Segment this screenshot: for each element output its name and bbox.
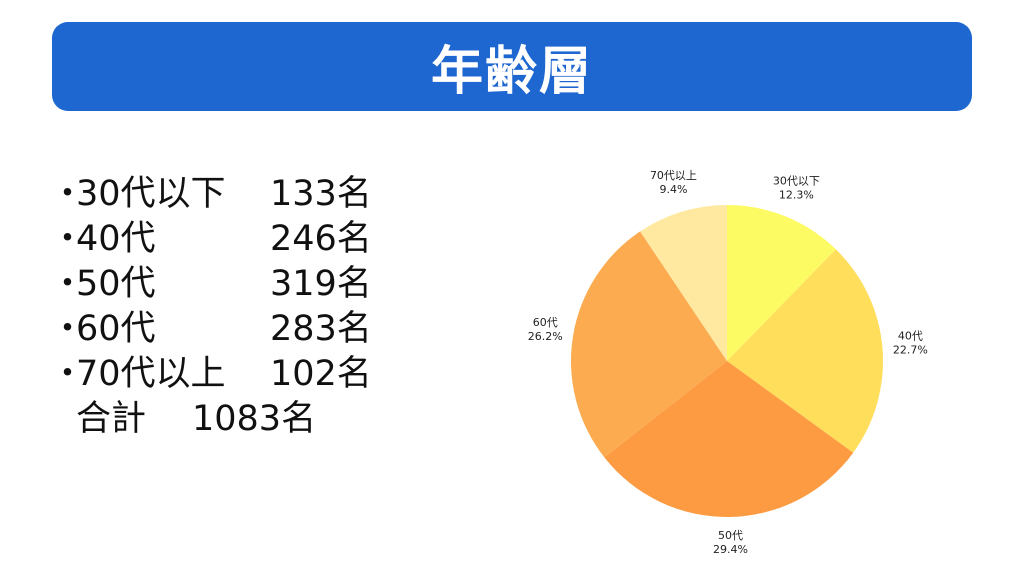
pie-slice — [604, 361, 854, 517]
slice-label: 30代以下 12.3% — [773, 175, 820, 202]
list-item-count: 246名 — [270, 219, 372, 259]
list-item-label: 50代 — [76, 264, 156, 304]
list-item-count: 283名 — [270, 309, 372, 349]
list-item-count: 102名 — [270, 354, 372, 394]
list-item-label: 70代以上 — [76, 354, 226, 394]
pie-slice — [727, 205, 836, 361]
list-item-label: 30代以下 — [76, 174, 226, 214]
page-title: 年齢層 — [430, 42, 593, 102]
pie-slice — [727, 249, 883, 453]
list-item-label: 60代 — [76, 309, 156, 349]
list-item-label: 40代 — [76, 219, 156, 259]
pie-slice — [571, 231, 727, 458]
title-banner: 年齢層 — [52, 22, 972, 111]
total-label: 合計 — [76, 399, 147, 439]
slice-label: 70代以上 9.4% — [650, 169, 697, 196]
slice-label: 50代 29.4% — [713, 529, 748, 556]
pie-slice — [640, 205, 727, 361]
slice-label: 60代 26.2% — [528, 316, 563, 343]
list-item-count: 319名 — [270, 264, 372, 304]
total-value: 1083名 — [192, 399, 317, 439]
list-item-count: 133名 — [270, 174, 372, 214]
slice-label: 40代 22.7% — [893, 329, 928, 356]
